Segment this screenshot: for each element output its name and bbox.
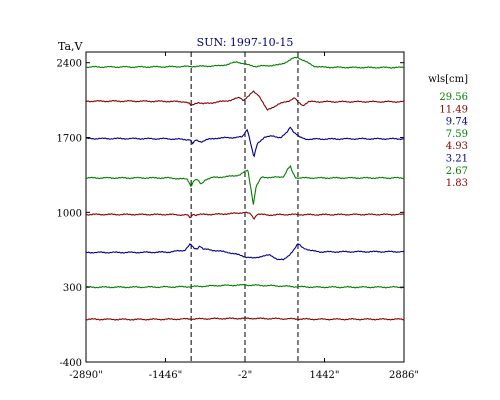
series-line	[85, 317, 405, 321]
series-line	[85, 90, 405, 111]
legend-entry: 4.93	[446, 141, 468, 152]
y-tick-label: -400	[60, 358, 82, 369]
y-tick-label: 300	[63, 283, 82, 294]
legend-entry: 3.21	[446, 154, 468, 165]
x-tick-label: -1446"	[149, 370, 182, 381]
series-group	[85, 56, 405, 321]
x-tick-label: 2886"	[389, 370, 419, 381]
series-line	[85, 242, 405, 261]
legend-entry: 2.67	[446, 166, 468, 177]
series-line	[85, 164, 405, 205]
reference-lines	[190, 52, 299, 362]
x-tick-label: 1442"	[309, 370, 339, 381]
y-tick-label: 1700	[57, 134, 82, 145]
legend-entry: 29.56	[439, 92, 468, 103]
legend-entry: 7.59	[446, 129, 468, 140]
x-tick-label: -2"	[238, 370, 252, 381]
x-axis: -2890" -1446" -2" 1442" 2886"	[69, 52, 419, 381]
y-tick-label: 1000	[57, 208, 82, 219]
legend-entry: 9.74	[446, 117, 468, 128]
chart-title: SUN: 1997-10-15	[197, 36, 294, 49]
series-line	[85, 283, 405, 289]
legend-entry: 11.49	[439, 104, 468, 115]
y-axis: 2400 1700 1000 300 -400	[57, 59, 404, 369]
x-tick-label: -2890"	[69, 370, 102, 381]
series-line	[85, 56, 405, 69]
y-tick-label: 2400	[57, 59, 82, 70]
series-line	[85, 126, 405, 158]
series-line	[85, 211, 405, 220]
y-axis-label: Ta,V	[58, 40, 84, 53]
legend-title: wls[cm]	[428, 74, 468, 85]
legend-entry: 1.83	[446, 178, 468, 189]
